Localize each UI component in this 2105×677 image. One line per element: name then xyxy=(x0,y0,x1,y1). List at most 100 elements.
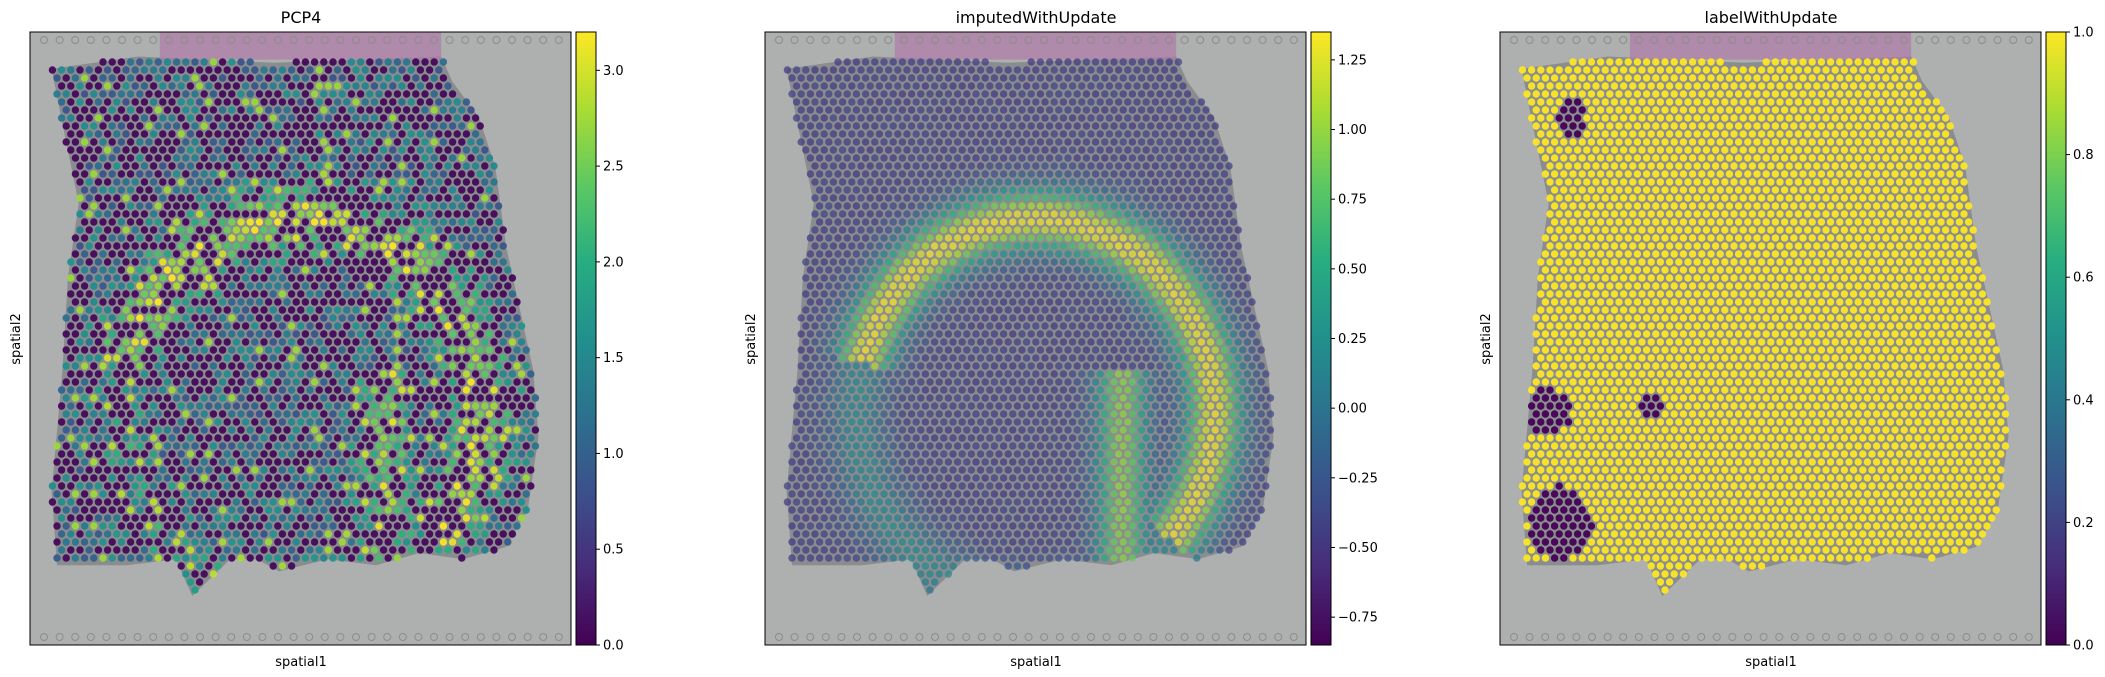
spot xyxy=(1142,354,1150,362)
spot xyxy=(871,58,879,66)
spot xyxy=(108,314,116,322)
spot xyxy=(108,234,116,242)
spot xyxy=(255,170,264,178)
spot xyxy=(999,138,1008,146)
spot xyxy=(811,162,819,170)
spot xyxy=(944,170,953,178)
spot xyxy=(315,226,323,234)
spot xyxy=(935,186,943,194)
spot xyxy=(490,370,498,378)
spot xyxy=(352,402,360,410)
spot xyxy=(481,178,489,186)
spot xyxy=(274,106,282,114)
spot xyxy=(1027,186,1035,194)
spot xyxy=(301,410,310,418)
spot xyxy=(1041,274,1049,282)
spot xyxy=(1225,258,1233,266)
spot xyxy=(435,434,443,442)
spot xyxy=(986,338,994,346)
spot xyxy=(140,274,149,282)
spot xyxy=(1050,290,1058,298)
spot xyxy=(1059,178,1068,186)
spot xyxy=(1068,290,1077,298)
spot xyxy=(508,434,517,442)
spot xyxy=(384,154,392,162)
spot xyxy=(297,402,305,410)
spot xyxy=(283,154,291,162)
spot xyxy=(462,178,471,186)
spot xyxy=(232,130,241,138)
spot xyxy=(490,226,498,234)
spot xyxy=(103,466,112,474)
spot xyxy=(80,554,89,562)
spot xyxy=(1096,338,1104,346)
spot xyxy=(421,314,429,322)
spot xyxy=(1147,154,1155,162)
spot xyxy=(1197,258,1206,266)
spot xyxy=(829,146,838,154)
spot xyxy=(875,210,884,218)
spot xyxy=(1220,314,1229,322)
spot xyxy=(301,122,310,130)
spot xyxy=(315,98,323,106)
spot xyxy=(1206,322,1215,330)
spot xyxy=(191,346,199,354)
spot xyxy=(439,394,448,402)
spot xyxy=(976,162,985,170)
spot xyxy=(1119,154,1127,162)
spot xyxy=(67,482,75,490)
spot xyxy=(278,130,287,138)
spot xyxy=(1078,306,1086,314)
spot xyxy=(301,346,310,354)
spot xyxy=(940,306,948,314)
spot xyxy=(103,498,112,506)
spot xyxy=(852,234,861,242)
spot xyxy=(324,450,333,458)
spot xyxy=(76,402,84,410)
spot xyxy=(990,202,999,210)
spot xyxy=(361,546,369,554)
spot xyxy=(435,466,443,474)
spot xyxy=(407,274,415,282)
spot xyxy=(149,354,158,362)
spot xyxy=(1064,90,1072,98)
spot xyxy=(476,170,484,178)
spot xyxy=(435,194,443,202)
spot xyxy=(315,290,323,298)
spot xyxy=(274,266,282,274)
spot xyxy=(976,66,985,74)
spot xyxy=(283,474,291,482)
spot xyxy=(903,258,911,266)
spot xyxy=(986,82,994,90)
spot xyxy=(126,474,135,482)
spot xyxy=(48,482,57,490)
spot xyxy=(476,426,484,434)
spot xyxy=(205,498,213,506)
spot xyxy=(264,154,273,162)
spot xyxy=(448,138,457,146)
spot xyxy=(315,386,323,394)
spot xyxy=(398,338,406,346)
spot xyxy=(177,130,185,138)
spot xyxy=(343,306,351,314)
spot xyxy=(264,522,273,530)
spot xyxy=(301,538,310,546)
spot xyxy=(287,450,296,458)
spot xyxy=(301,506,310,514)
spot xyxy=(76,306,84,314)
spot xyxy=(113,338,121,346)
spot xyxy=(379,530,388,538)
spot xyxy=(269,562,277,570)
spot xyxy=(866,226,874,234)
spot xyxy=(191,522,199,530)
spot xyxy=(517,514,526,522)
spot xyxy=(85,274,93,282)
spot xyxy=(297,210,305,218)
spot xyxy=(159,258,167,266)
spot xyxy=(356,410,365,418)
spot xyxy=(255,234,264,242)
spot xyxy=(287,146,296,154)
spot xyxy=(834,346,842,354)
spot xyxy=(1022,210,1031,218)
spot xyxy=(251,498,259,506)
